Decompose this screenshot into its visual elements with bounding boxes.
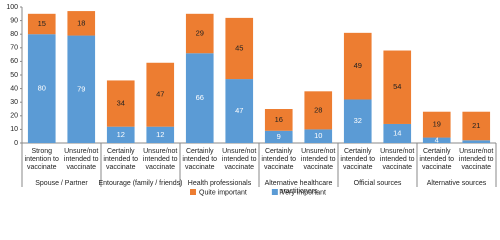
bar-segment [225,17,254,80]
bar-segment [264,109,293,131]
bar-segment [146,62,175,127]
bar-segment [383,123,412,143]
value-label: 14 [393,128,401,137]
bar-segment [185,13,214,54]
legend-swatch [271,189,278,195]
value-label: 12 [156,130,164,139]
bar-segment [67,35,96,144]
value-label: 12 [117,130,125,139]
y-tick-label: 0 [14,140,18,147]
value-label: 54 [393,82,401,91]
bar-segment [185,53,214,143]
y-tick-label: 50 [10,72,18,79]
bar-segment [106,80,135,127]
value-label: 32 [354,116,362,125]
value-label: 10 [314,131,322,140]
bar-segment [422,137,451,143]
value-label: 28 [314,105,322,114]
value-label: 47 [156,90,164,99]
value-label: 47 [235,106,243,115]
group-label: Alternative healthcare practitioners [265,180,333,195]
value-label: 34 [117,99,125,108]
bar-segment [264,130,293,143]
bar-segment [304,129,333,143]
x-tick-label: Unsure/not intended to vaccinate [64,148,99,171]
bar-segment [27,34,56,144]
bar-segment [343,99,372,143]
x-tick-label: Strong intention to vaccinate [25,148,59,171]
x-tick-label: Unsure/not intended to vaccinate [143,148,178,171]
value-label: 21 [472,121,480,130]
bar-segment [462,111,491,141]
bar-segment [343,32,372,100]
x-tick-label: Certainly intended to vaccinate [419,148,454,171]
value-label: 45 [235,43,243,52]
x-tick-label: Certainly intended to vaccinate [261,148,296,171]
value-label: 15 [38,19,46,28]
bar-segment [422,111,451,138]
value-label: 9 [277,132,281,141]
group-label: Alternative sources [427,180,487,187]
value-label: 29 [196,29,204,38]
y-tick-label: 60 [10,58,18,65]
y-tick-label: 10 [10,126,18,133]
x-tick-label: Unsure/not intended to vaccinate [380,148,415,171]
value-label: 4 [435,135,439,144]
x-tick-label: Unsure/not intended to vaccinate [459,148,494,171]
value-label: 66 [196,93,204,102]
group-label: Health professionals [188,180,252,187]
legend-label: Quite important [199,189,247,196]
y-tick-label: 90 [10,17,18,24]
group-label: Official sources [354,180,402,187]
value-label: 79 [77,84,85,93]
bar-segment [146,126,175,143]
x-tick-label: Certainly intended to vaccinate [182,148,217,171]
x-tick-label: Certainly intended to vaccinate [340,148,375,171]
y-tick-label: 20 [10,113,18,120]
bar-segment [225,79,254,143]
bar-segment [462,140,491,143]
value-label: 19 [433,120,441,129]
value-label: 18 [77,18,85,27]
value-label: 16 [275,115,283,124]
x-tick-label: Unsure/not intended to vaccinate [222,148,257,171]
bar-segment [67,11,96,36]
chart: 0 10 20 30 40 50 60 70 80 90 100 80 79 12 12 66 47 9 10 32 1… [6,4,497,196]
bar-segment [304,91,333,130]
value-label: 49 [354,61,362,70]
legend-label: Very important [281,189,326,196]
x-tick-label: Unsure/not intended to vaccinate [301,148,336,171]
bar-segment [27,13,56,35]
group-label: Entourage (family / friends) [98,180,182,187]
bar-segment [383,50,412,124]
group-label: Spouse / Partner [35,180,88,187]
y-tick-label: 40 [10,85,18,92]
legend-swatch [190,189,196,195]
y-tick-label: 80 [10,31,18,38]
bar-segment [106,126,135,143]
y-tick-label: 30 [10,99,18,106]
value-label: 80 [38,84,46,93]
x-tick-label: Certainly intended to vaccinate [103,148,138,171]
y-tick-label: 70 [10,45,18,52]
y-tick-label: 100 [6,4,18,11]
